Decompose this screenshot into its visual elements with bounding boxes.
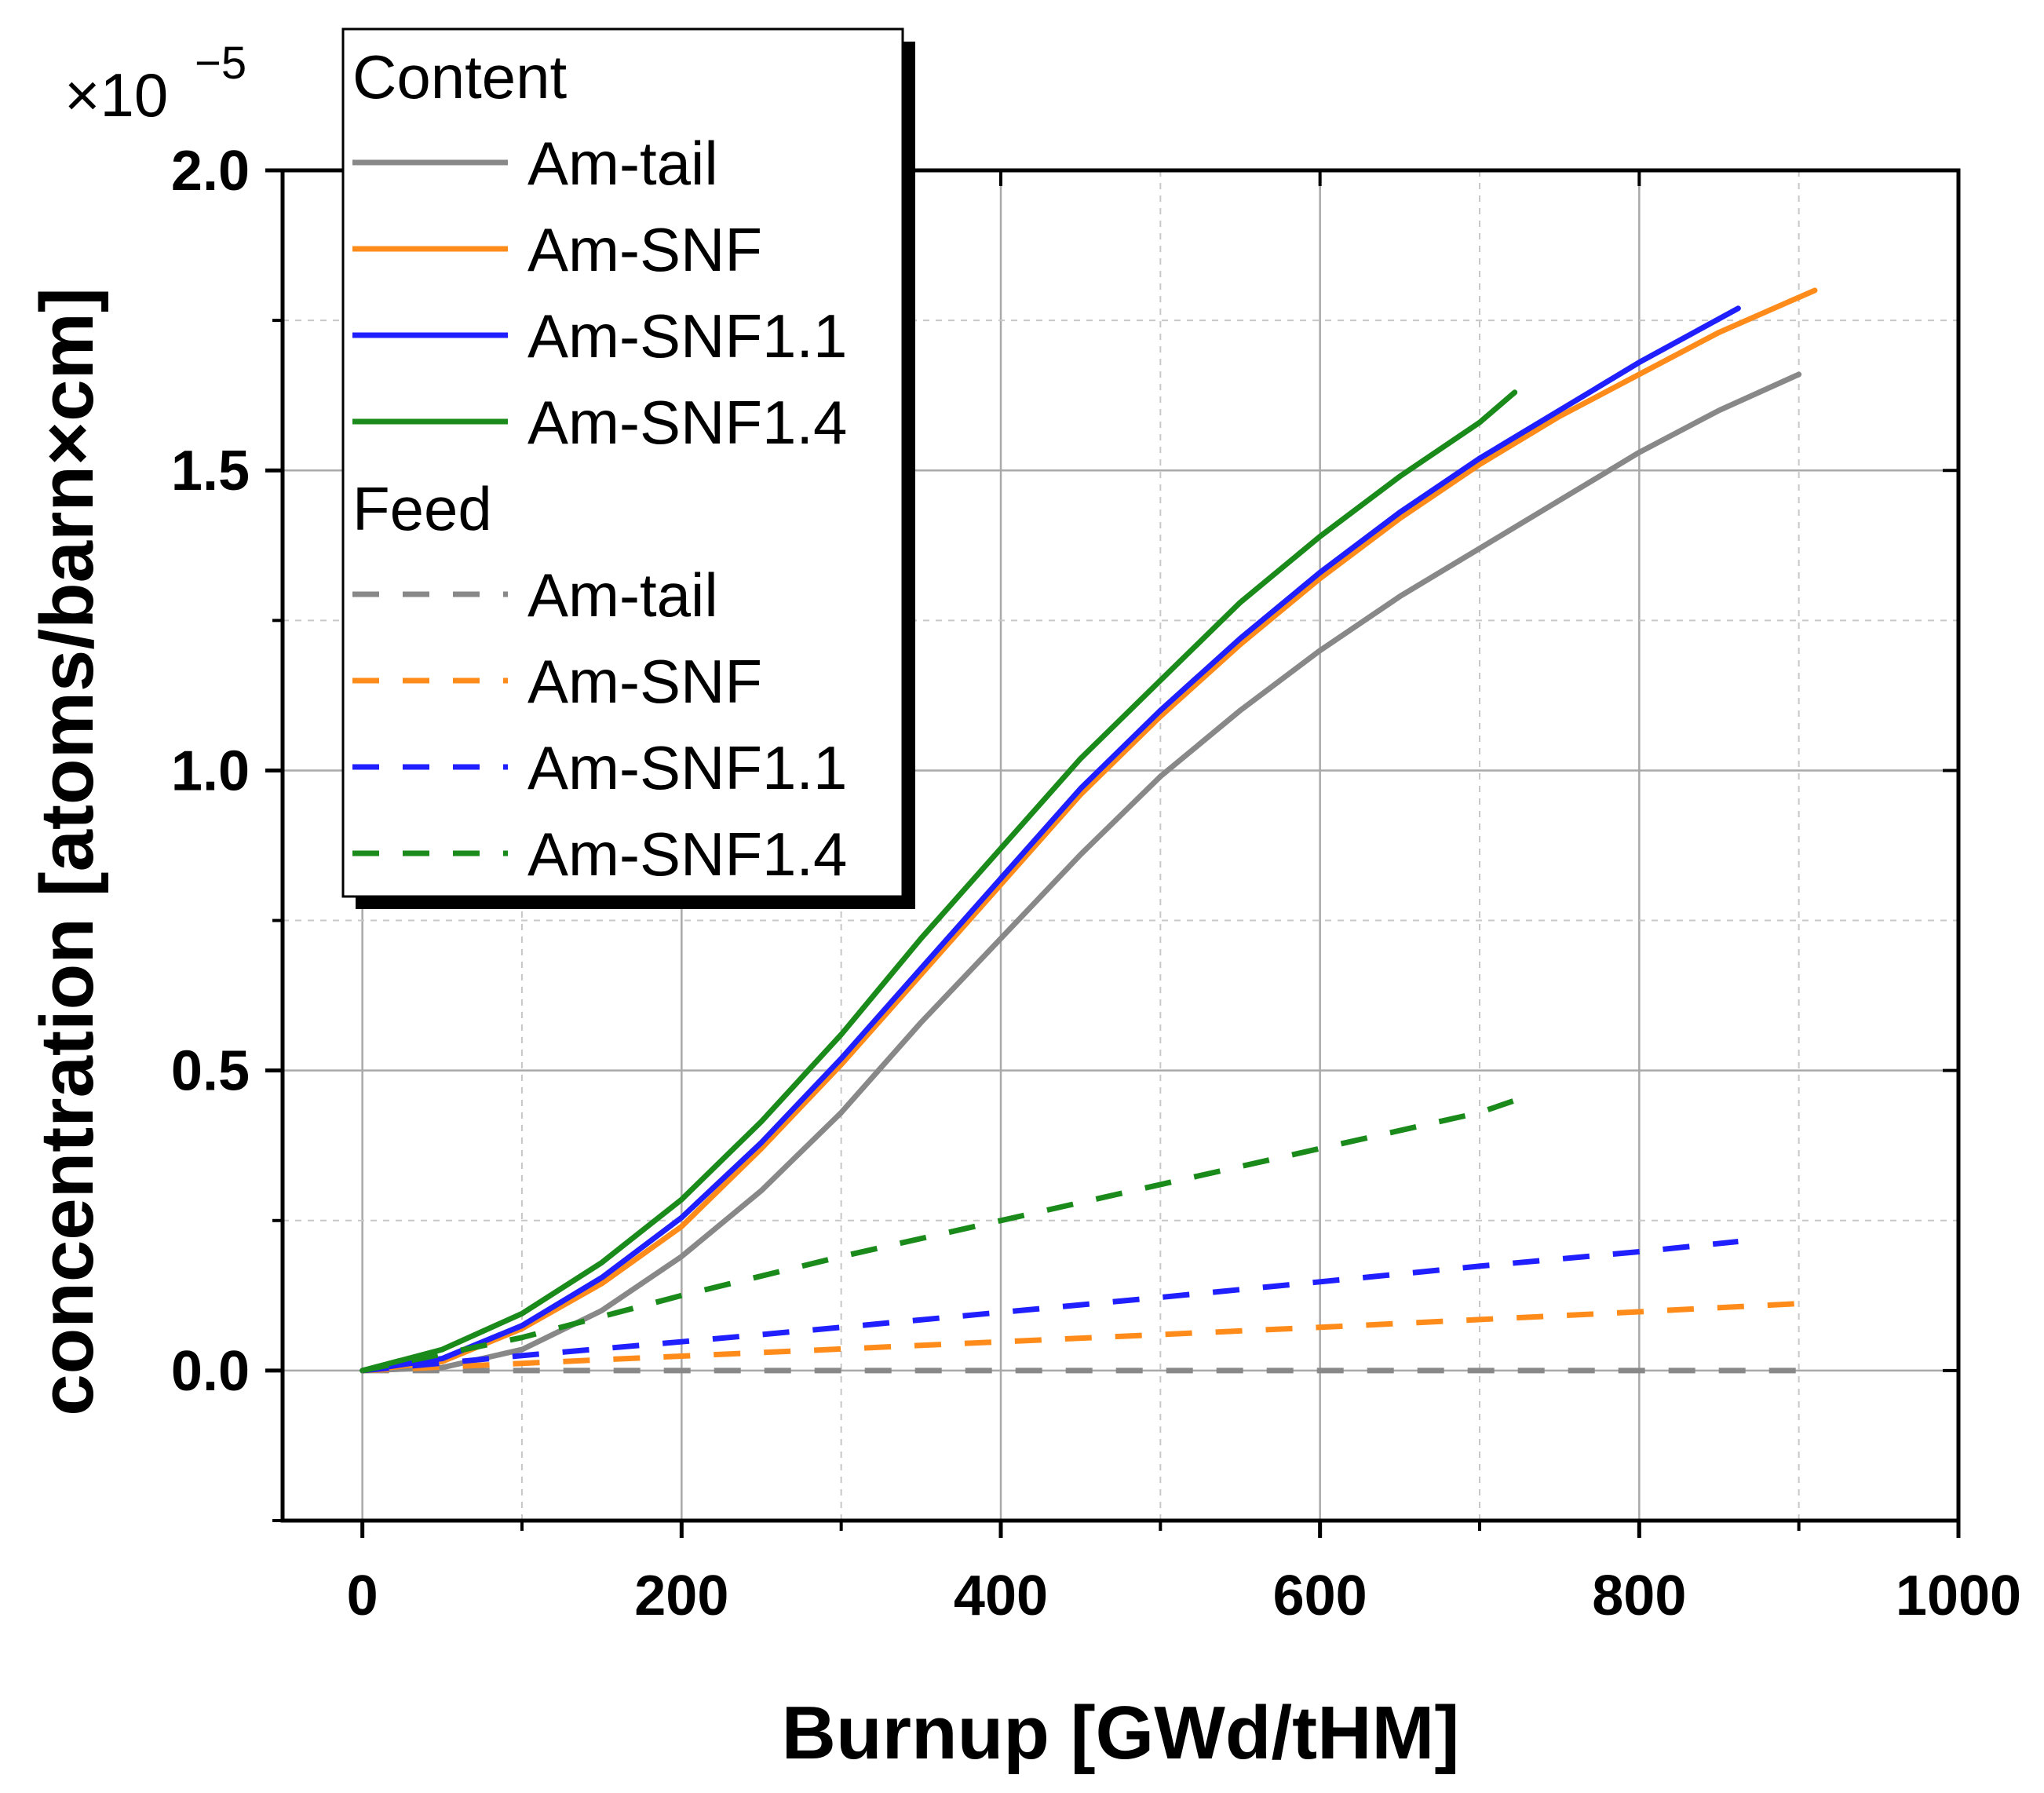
legend-entry-label: Am-SNF1.1 xyxy=(527,733,847,802)
legend-entry-label: Am-tail xyxy=(527,129,718,198)
legend-entry-label: Am-SNF1.4 xyxy=(527,820,847,889)
tick-labels: 0 200 400 600 800 1000 0.0 0.5 1.0 1.5 2.0 xyxy=(171,140,2021,1627)
x-tick-label: 600 xyxy=(1273,1565,1367,1627)
legend-group-title: Feed xyxy=(352,474,492,543)
y-tick-label: 0.5 xyxy=(171,1040,250,1103)
y-multiplier-base: ×10 xyxy=(64,60,168,130)
legend-entry-label: Am-tail xyxy=(527,561,718,630)
x-tick-label: 1000 xyxy=(1896,1565,2021,1627)
x-tick-label: 0 xyxy=(347,1565,378,1627)
data-series xyxy=(360,287,1818,1374)
x-tick-label: 200 xyxy=(634,1565,728,1627)
axis-ticks xyxy=(265,168,1961,1538)
legend: Content Am-tail Am-SNF Am-SNF1.1 Am-SNF1.4 Fe… xyxy=(341,27,915,909)
legend-entry-label: Am-SNF1.1 xyxy=(527,301,847,371)
plot-area-frame xyxy=(280,168,1961,1523)
y-tick-label: 0.0 xyxy=(171,1340,250,1403)
legend-entry-label: Am-SNF1.4 xyxy=(527,388,847,457)
x-tick-label: 400 xyxy=(954,1565,1048,1627)
y-multiplier-exponent: −5 xyxy=(195,38,246,89)
x-axis-title: Burnup [GWd/tHM] xyxy=(782,1691,1460,1775)
series-feed-am-snf1-1 xyxy=(362,1239,1739,1374)
series-content-am-snf xyxy=(360,287,1818,1374)
y-tick-label: 1.0 xyxy=(171,739,250,802)
y-tick-label: 1.5 xyxy=(171,440,250,502)
series-feed-am-snf1-4 xyxy=(361,1097,1516,1374)
legend-group-title: Content xyxy=(352,42,568,111)
y-tick-label: 2.0 xyxy=(171,140,250,203)
legend-entry-label: Am-SNF xyxy=(527,647,762,716)
series-feed-am-snf xyxy=(362,1300,1816,1374)
legend-entry-label: Am-SNF xyxy=(527,215,762,284)
series-content-am-tail xyxy=(360,371,1802,1374)
y-axis-title: concentration [atoms/barn×cm] xyxy=(25,287,109,1416)
legend-items: Content Am-tail Am-SNF Am-SNF1.1 Am-SNF1.4 Fe… xyxy=(352,42,847,889)
x-tick-label: 800 xyxy=(1592,1565,1686,1627)
series-content-am-snf1-4 xyxy=(360,389,1518,1374)
legend-box xyxy=(341,27,904,898)
series-content-am-snf1-1 xyxy=(360,305,1741,1374)
